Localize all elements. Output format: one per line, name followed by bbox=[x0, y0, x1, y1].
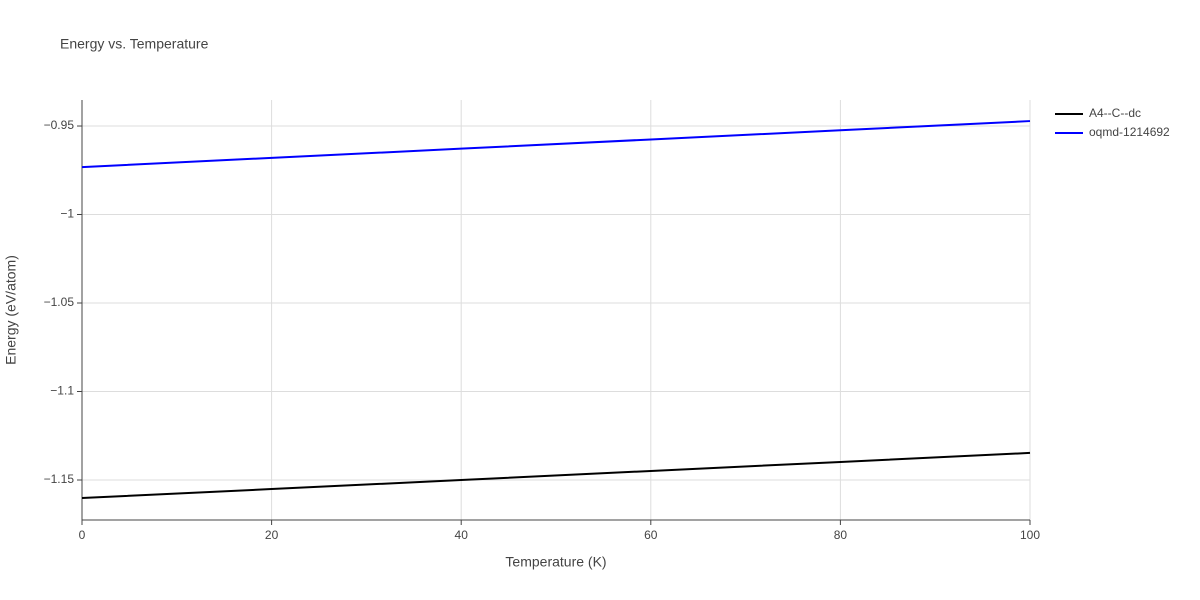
x-tick-label: 60 bbox=[644, 528, 658, 542]
y-tick-label: −1.1 bbox=[50, 384, 74, 398]
chart-title: Energy vs. Temperature bbox=[60, 36, 209, 52]
x-tick-label: 0 bbox=[79, 528, 86, 542]
y-tick-label: −1.15 bbox=[44, 472, 75, 486]
y-tick-label: −1 bbox=[60, 207, 74, 221]
line bbox=[81, 120, 1031, 169]
x-tick-label: 40 bbox=[455, 528, 469, 542]
y-tick-label: −1.05 bbox=[44, 295, 75, 309]
legend-label: A4--C--dc bbox=[1089, 106, 1141, 120]
legend-label: oqmd-1214692 bbox=[1089, 125, 1170, 139]
line bbox=[81, 451, 1031, 500]
x-axis-title: Temperature (K) bbox=[505, 554, 606, 570]
y-tick-label: −0.95 bbox=[44, 118, 75, 132]
x-tick-label: 80 bbox=[834, 528, 848, 542]
x-tick-label: 100 bbox=[1020, 528, 1040, 542]
x-tick-label: 20 bbox=[265, 528, 279, 542]
y-axis-title: Energy (eV/atom) bbox=[3, 255, 19, 365]
